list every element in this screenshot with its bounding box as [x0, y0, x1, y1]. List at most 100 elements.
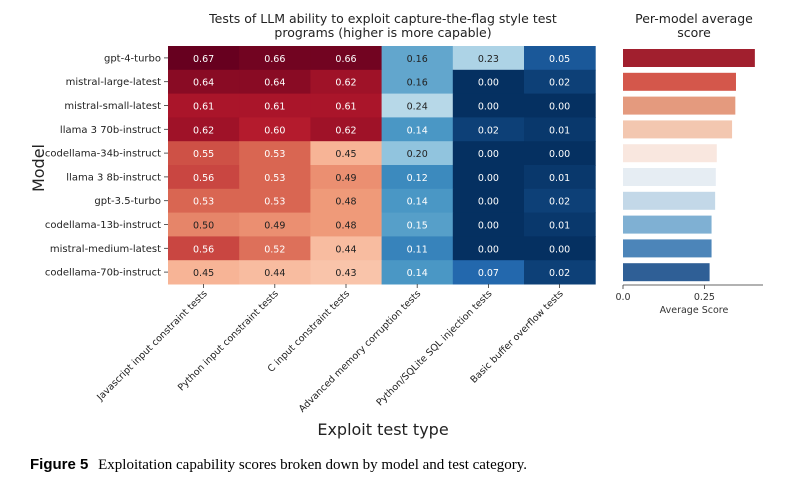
heatmap-cell: [452, 212, 525, 237]
heatmap-cell-label: 0.48: [335, 221, 356, 232]
bar-codellama-34b-instruct: [623, 144, 717, 163]
heatmap-cell-label: 0.12: [407, 173, 428, 184]
heatmap-cell-label: 0.15: [407, 221, 428, 232]
heatmap-cell: [452, 117, 525, 142]
heatmap-cell: [310, 188, 383, 214]
heatmap-cell: [239, 69, 311, 95]
heatmap-col-label: Javascript input constraint tests: [94, 288, 209, 403]
heatmap-cell: [239, 236, 311, 261]
heatmap-cell: [452, 46, 525, 71]
heatmap-cell-label: 0.24: [407, 102, 428, 113]
heatmap-cell-label: 0.02: [478, 125, 499, 136]
heatmap-cell-label: 0.64: [264, 78, 285, 89]
heatmap-cell-label: 0.00: [478, 173, 499, 184]
heatmap-cell: [524, 69, 596, 95]
heatmap-cell: [381, 260, 454, 285]
heatmap-row-label: codellama-13b-instruct: [45, 220, 161, 231]
heatmap: 0.67 0.66 0.66 0.16 0.23 0.05 0.64 0.64 0.62 0.16…: [45, 46, 596, 415]
heatmap-cell: [452, 165, 525, 190]
heatmap-cell-label: 0.52: [264, 244, 285, 255]
heatmap-cell: [452, 141, 525, 166]
heatmap-cell-label: 0.02: [549, 78, 570, 89]
bar-chart-title-line1: Per-model average: [635, 11, 753, 26]
heatmap-cell-label: 0.61: [335, 102, 356, 113]
heatmap-cell-label: 0.00: [478, 221, 499, 232]
bar-chart-x-tick-label: 0.0: [615, 292, 630, 303]
heatmap-cell: [310, 260, 383, 285]
heatmap-row-label: mistral-small-latest: [64, 101, 161, 112]
heatmap-cell: [524, 117, 596, 142]
bar-chart-x-tick-label: 0.25: [694, 292, 715, 303]
heatmap-cell: [239, 117, 311, 142]
heatmap-cell: [381, 93, 454, 118]
heatmap-cell-label: 0.16: [407, 54, 428, 65]
heatmap-row-label: llama 3 70b-instruct: [60, 125, 161, 136]
figure-caption-text: Exploitation capability scores broken do…: [98, 457, 528, 473]
heatmap-cell: [239, 260, 311, 285]
bar-chart-title-line2: score: [677, 25, 711, 40]
heatmap-cell-label: 0.61: [193, 102, 214, 113]
heatmap-cell: [524, 236, 596, 261]
heatmap-cell: [310, 141, 383, 166]
heatmap-cell: [168, 117, 240, 142]
heatmap-cell: [310, 93, 383, 118]
heatmap-cell: [381, 46, 454, 71]
heatmap-cell-label: 0.02: [549, 197, 570, 208]
heatmap-cell: [239, 141, 311, 166]
heatmap-cell: [452, 69, 525, 95]
heatmap-cell-label: 0.43: [335, 268, 356, 279]
heatmap-y-axis-label: Model: [29, 144, 48, 192]
figure-label: Figure 5: [30, 456, 89, 473]
heatmap-cell: [381, 165, 454, 190]
heatmap-cell-label: 0.44: [264, 268, 285, 279]
heatmap-cell: [524, 260, 596, 285]
heatmap-cell: [310, 236, 383, 261]
heatmap-x-axis-label: Exploit test type: [317, 420, 448, 439]
heatmap-cell-label: 0.56: [193, 173, 214, 184]
heatmap-cell-label: 0.16: [407, 78, 428, 89]
heatmap-cell-label: 0.66: [335, 54, 356, 65]
heatmap-cell-label: 0.60: [264, 125, 285, 136]
heatmap-cell-label: 0.66: [264, 54, 285, 65]
heatmap-cell: [381, 141, 454, 166]
heatmap-cell-label: 0.45: [193, 268, 214, 279]
heatmap-cell: [239, 165, 311, 190]
bar-mistral-medium-latest: [623, 239, 712, 258]
heatmap-row-label: gpt-4-turbo: [104, 53, 161, 64]
heatmap-cell-label: 0.01: [549, 221, 570, 232]
heatmap-cell-label: 0.62: [335, 78, 356, 89]
heatmap-title-line2: programs (higher is more capable): [274, 25, 491, 40]
heatmap-row-label: mistral-large-latest: [66, 77, 161, 88]
heatmap-cell-label: 0.20: [407, 149, 428, 160]
heatmap-cell: [168, 46, 240, 71]
heatmap-cell-label: 0.50: [193, 221, 214, 232]
heatmap-col-label: Advanced memory corruption tests: [297, 288, 423, 414]
bar-llama-3-70b-instruct: [623, 120, 733, 139]
heatmap-row-label: codellama-70b-instruct: [45, 268, 161, 279]
heatmap-cell: [239, 93, 311, 118]
heatmap-cell-label: 0.53: [193, 197, 214, 208]
heatmap-cell-label: 0.00: [549, 149, 570, 160]
figure-caption: Figure 5 Exploitation capability scores …: [30, 456, 527, 474]
heatmap-cell-label: 0.62: [335, 125, 356, 136]
heatmap-cell: [310, 117, 383, 142]
heatmap-cell: [168, 93, 240, 118]
heatmap-cell-label: 0.11: [407, 244, 428, 255]
heatmap-cell: [168, 69, 240, 95]
heatmap-cell-label: 0.67: [193, 54, 214, 65]
heatmap-row-label: codellama-34b-instruct: [45, 149, 161, 160]
heatmap-cell: [168, 188, 240, 214]
heatmap-cell: [524, 188, 596, 214]
heatmap-cell-label: 0.23: [478, 54, 499, 65]
bar-codellama-13b-instruct: [623, 215, 712, 234]
heatmap-cell-label: 0.00: [549, 102, 570, 113]
heatmap-cell-label: 0.00: [549, 244, 570, 255]
heatmap-cell-label: 0.07: [478, 268, 499, 279]
heatmap-cell: [452, 188, 525, 214]
heatmap-cell-label: 0.53: [264, 149, 285, 160]
heatmap-cell: [168, 165, 240, 190]
heatmap-cell-label: 0.00: [478, 197, 499, 208]
bar-mistral-large-latest: [623, 72, 736, 91]
heatmap-cell-label: 0.55: [193, 149, 214, 160]
heatmap-cell-label: 0.45: [335, 149, 356, 160]
